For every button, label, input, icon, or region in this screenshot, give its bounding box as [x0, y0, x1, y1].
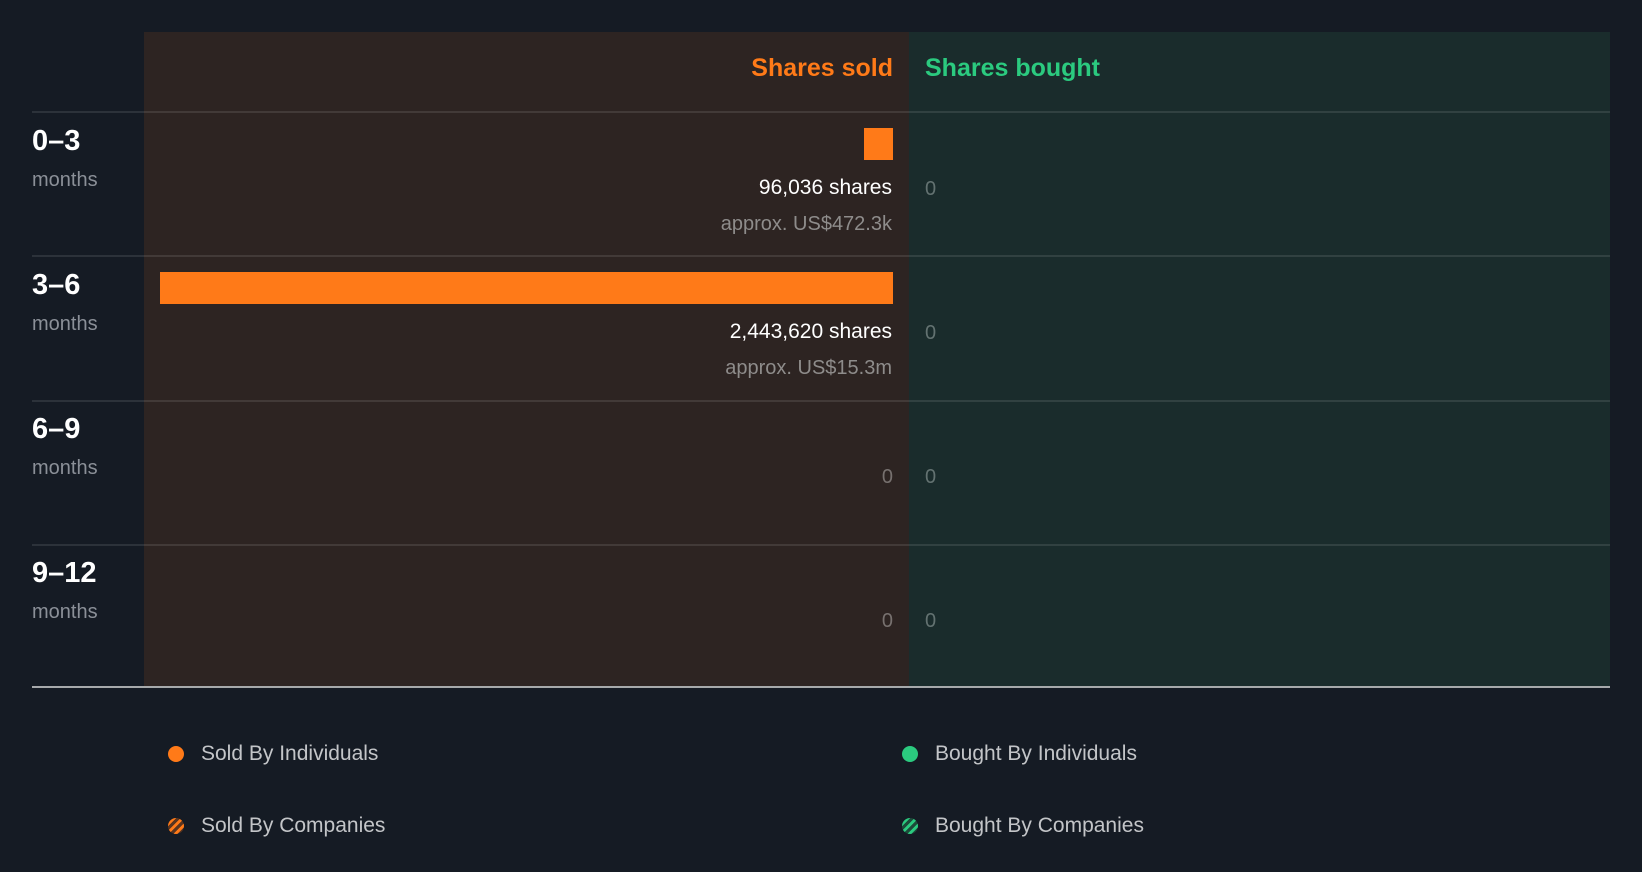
bought-value: 0: [925, 322, 937, 344]
period-label-3-6: 3–6 months: [32, 268, 98, 336]
period-unit: months: [32, 457, 98, 479]
shares-sold-header: Shares sold: [751, 54, 893, 82]
legend-label: Bought By Companies: [935, 814, 1144, 837]
shares-sold-panel: [144, 32, 909, 687]
sold-shares-value: 2,443,620 shares: [729, 320, 892, 343]
x-axis-line: [32, 686, 1610, 688]
period-unit: months: [32, 601, 98, 623]
sold-approx-value: approx. US$15.3m: [725, 357, 892, 379]
period-label-6-9: 6–9 months: [32, 412, 98, 480]
sold-bar-3-6[interactable]: [160, 272, 893, 304]
sold-approx-value: approx. US$472.3k: [720, 213, 892, 235]
legend-bought-by-individuals[interactable]: Bought By Individuals: [902, 742, 1137, 766]
shares-bought-header: Shares bought: [925, 54, 1101, 82]
legend-label: Sold By Companies: [201, 814, 386, 837]
row-divider: [32, 400, 1610, 402]
legend-label: Sold By Individuals: [201, 742, 379, 765]
period-unit: months: [32, 313, 98, 335]
period-unit: months: [32, 169, 98, 191]
orange-dot-icon: [168, 746, 184, 762]
period-range: 9–12: [32, 557, 97, 589]
row-divider: [32, 255, 1610, 257]
sold-value: 0: [881, 466, 893, 488]
period-range: 6–9: [32, 413, 81, 445]
period-range: 0–3: [32, 125, 81, 157]
legend-bought-by-companies[interactable]: Bought By Companies: [902, 814, 1144, 838]
legend-label: Bought By Individuals: [935, 742, 1137, 765]
row-divider: [32, 544, 1610, 546]
bought-value: 0: [925, 178, 937, 200]
period-range: 3–6: [32, 269, 81, 301]
sold-shares-value: 96,036 shares: [758, 176, 892, 199]
period-label-0-3: 0–3 months: [32, 124, 98, 192]
bought-value: 0: [925, 466, 937, 488]
sold-value: 0: [881, 610, 893, 632]
sold-bar-0-3[interactable]: [864, 128, 893, 160]
period-label-9-12: 9–12 months: [32, 556, 98, 624]
bought-value: 0: [925, 610, 937, 632]
legend-sold-by-individuals[interactable]: Sold By Individuals: [168, 742, 378, 766]
striped-orange-dot-icon: [168, 818, 184, 834]
row-divider: [32, 111, 1610, 113]
shares-bought-panel: [909, 32, 1610, 687]
legend-sold-by-companies[interactable]: Sold By Companies: [168, 814, 385, 838]
green-dot-icon: [902, 746, 918, 762]
striped-green-dot-icon: [902, 818, 918, 834]
